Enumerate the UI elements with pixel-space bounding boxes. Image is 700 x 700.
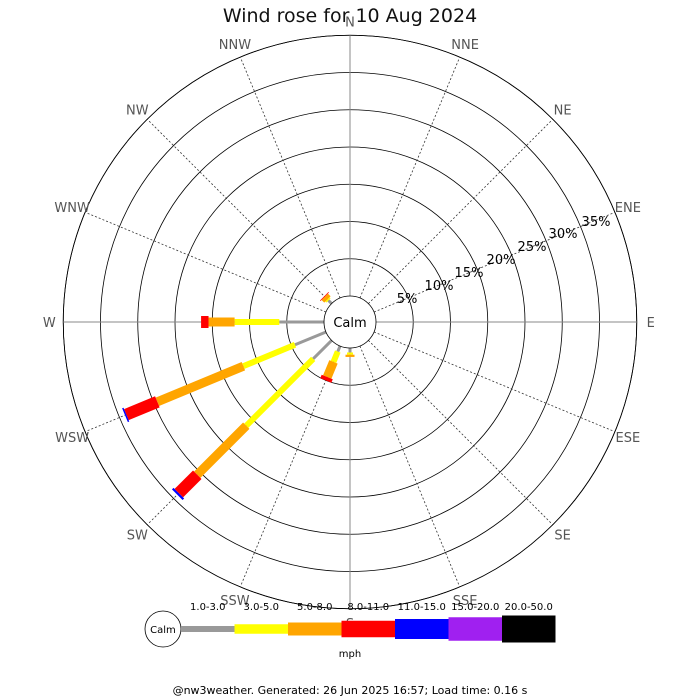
- ring-label-20: 20%: [487, 253, 516, 268]
- petal-sw-bin-2: [194, 422, 250, 478]
- spoke-se: [368, 340, 554, 526]
- legend-bin-label-4: 11.0-15.0: [398, 602, 446, 613]
- direction-label-sse: SSE: [453, 594, 478, 609]
- direction-label-e: E: [647, 316, 655, 331]
- direction-label-n: N: [345, 15, 355, 30]
- ring-label-5: 5%: [397, 292, 418, 307]
- legend-bin-label-3: 8.0-11.0: [347, 602, 389, 613]
- ring-label-25: 25%: [518, 240, 547, 255]
- ring-label-10: 10%: [425, 279, 454, 294]
- direction-label-ene: ENE: [615, 201, 641, 216]
- calm-label: Calm: [333, 316, 366, 331]
- petal-ssw-bin-2: [323, 360, 338, 379]
- ring-label-35: 35%: [582, 215, 611, 230]
- spoke-nne: [359, 56, 461, 299]
- calm-circle: [323, 295, 377, 349]
- petal-wsw-bin-3: [124, 396, 160, 421]
- spoke-ese: [373, 331, 616, 433]
- petal-sw-bin-0: [312, 339, 333, 360]
- legend-bin-label-5: 15.0-20.0: [451, 602, 499, 613]
- petal-wsw-bin-2: [155, 362, 246, 406]
- direction-label-wsw: WSW: [55, 431, 89, 446]
- petals: [122, 291, 355, 501]
- petal-wsw-bin-0: [294, 330, 327, 347]
- legend-swatch-5: [448, 617, 502, 641]
- petal-sw-bin-4: [171, 487, 185, 501]
- spoke-ene: [373, 211, 616, 313]
- spoke-nw: [146, 118, 332, 304]
- legend-bin-label-1: 3.0-5.0: [244, 602, 279, 613]
- footer-text: @nw3weather. Generated: 26 Jun 2025 16:5…: [172, 684, 528, 697]
- petal-nw-bin-3: [319, 291, 330, 302]
- petal-sw-bin-1: [244, 356, 316, 428]
- petal-sw-bin-3: [174, 470, 202, 498]
- direction-label-wnw: WNW: [54, 201, 90, 216]
- direction-label-ssw: SSW: [220, 594, 250, 609]
- petal-nw-bin-1: [325, 297, 331, 303]
- legend-bin-label-0: 1.0-3.0: [190, 602, 225, 613]
- petal-nw-bin-0: [327, 299, 333, 305]
- direction-label-sw: SW: [127, 529, 148, 544]
- spoke-wnw: [84, 211, 327, 313]
- petal-nw-bin-2: [321, 293, 331, 303]
- petal-ssw-bin-3: [320, 374, 333, 383]
- legend-swatch-6: [502, 615, 556, 643]
- petal-ssw-bin-0: [336, 345, 342, 353]
- direction-label-w: W: [43, 316, 56, 331]
- direction-label-ese: ESE: [616, 431, 641, 446]
- direction-label-se: SE: [554, 529, 570, 544]
- legend-calm-label: Calm: [150, 625, 176, 636]
- petal-ssw-bin-1: [330, 350, 341, 363]
- legend-bin-label-2: 5.0-8.0: [297, 602, 332, 613]
- direction-label-nw: NW: [126, 103, 149, 118]
- direction-label-ne: NE: [554, 103, 572, 118]
- legend-swatch-1: [234, 624, 288, 634]
- spoke-nnw: [239, 56, 341, 299]
- legend-swatch-2: [288, 622, 342, 636]
- legend-swatch-4: [395, 619, 449, 639]
- legend-unit-label: mph: [339, 649, 361, 660]
- calm-circle-group: Calm: [323, 295, 377, 349]
- direction-label-nne: NNE: [451, 38, 479, 53]
- ring-label-15: 15%: [455, 266, 484, 281]
- spoke-ssw: [239, 345, 341, 588]
- legend-swatch-0: [181, 626, 235, 632]
- legend-bin-label-6: 20.0-50.0: [505, 602, 553, 613]
- legend: Calm 1.0-3.0 3.0-5.0 5.0-8.0 8.0-11.0 11.0-15…: [144, 602, 556, 660]
- direction-label-nnw: NNW: [219, 38, 251, 53]
- spoke-ne: [368, 118, 554, 304]
- ring-label-30: 30%: [549, 227, 578, 242]
- legend-swatch-3: [341, 620, 395, 638]
- petal-wsw-bin-1: [242, 342, 297, 369]
- petal-wsw-bin-4: [122, 407, 130, 423]
- spoke-sse: [359, 345, 461, 588]
- chart-title: Wind rose for 10 Aug 2024: [222, 5, 478, 27]
